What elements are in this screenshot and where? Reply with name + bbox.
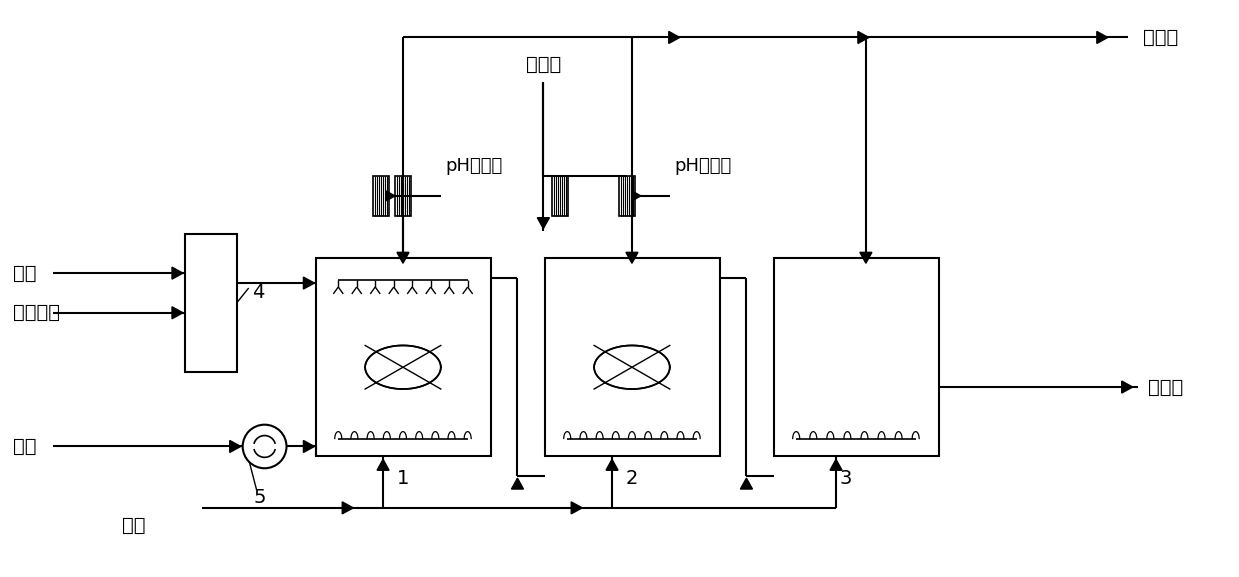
Polygon shape — [632, 191, 641, 201]
Polygon shape — [396, 252, 409, 263]
Polygon shape — [377, 459, 389, 470]
Text: 3: 3 — [840, 469, 852, 488]
Text: 氧化剂: 氧化剂 — [525, 55, 561, 74]
Bar — [774, 258, 939, 456]
Polygon shape — [172, 267, 183, 279]
Polygon shape — [304, 277, 315, 289]
Text: 酸液: 酸液 — [12, 264, 36, 283]
Bar — [553, 176, 569, 216]
Text: 4: 4 — [252, 283, 264, 302]
Polygon shape — [512, 478, 524, 489]
Text: 吹脱气: 吹脱气 — [1142, 28, 1178, 47]
Polygon shape — [342, 502, 353, 514]
Polygon shape — [538, 218, 549, 228]
Polygon shape — [626, 252, 638, 263]
Text: 净化液: 净化液 — [1147, 377, 1183, 396]
Polygon shape — [571, 502, 582, 514]
Polygon shape — [669, 32, 680, 43]
Text: pH调节剂: pH调节剂 — [675, 157, 732, 175]
Polygon shape — [606, 459, 618, 470]
Polygon shape — [1121, 381, 1132, 393]
Text: 空气: 空气 — [12, 437, 36, 456]
Text: 5: 5 — [253, 489, 266, 507]
Bar — [185, 234, 237, 372]
Polygon shape — [229, 440, 240, 452]
Text: 1: 1 — [396, 469, 409, 488]
Text: pH调节剂: pH调节剂 — [446, 157, 503, 175]
Polygon shape — [304, 440, 315, 452]
Bar — [373, 176, 389, 216]
Polygon shape — [830, 459, 843, 470]
Polygon shape — [741, 478, 752, 489]
Bar — [620, 176, 634, 216]
Text: 含氰贫液: 含氰贫液 — [12, 304, 59, 323]
Bar — [395, 176, 411, 216]
Text: 2: 2 — [626, 469, 638, 488]
Polygon shape — [387, 191, 395, 201]
Polygon shape — [860, 252, 872, 263]
Polygon shape — [1097, 32, 1108, 43]
Polygon shape — [172, 307, 183, 319]
Polygon shape — [857, 32, 869, 43]
Bar — [316, 258, 491, 456]
Text: 臭氧: 臭氧 — [123, 516, 146, 535]
Bar — [545, 258, 720, 456]
